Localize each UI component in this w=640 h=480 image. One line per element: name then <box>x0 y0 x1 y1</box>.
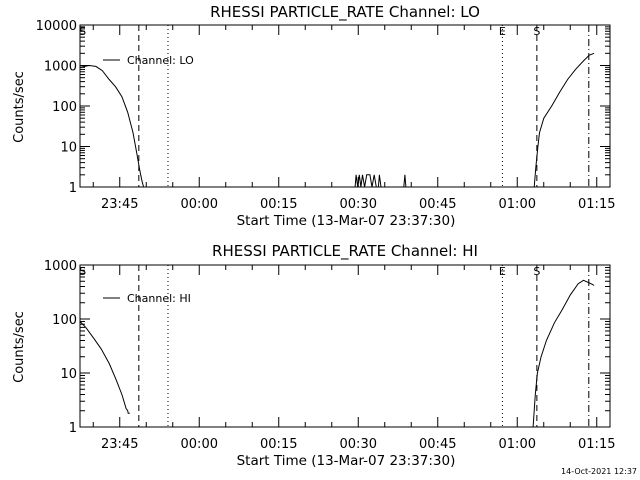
plot-frame-lo <box>79 24 611 188</box>
x-tick-label-lo-3: 00:30 <box>340 197 377 212</box>
y-tick-label-lo-4: 1 <box>69 181 77 196</box>
x-tick-label-lo-1: 00:00 <box>181 197 218 212</box>
series-line-lo-0-1 <box>354 174 382 188</box>
x-tick-label-hi-2: 00:15 <box>260 437 297 452</box>
x-tick-label-lo-2: 00:15 <box>260 197 297 212</box>
time-marker-label-lo-0: S <box>79 25 86 38</box>
x-tick-label-hi-4: 00:45 <box>419 437 456 452</box>
chart-panel-lo: RHESSI PARTICLE_RATE Channel: LO Counts/… <box>12 3 615 229</box>
x-tick-label-hi-0: 23:45 <box>101 437 138 452</box>
x-tick-label-hi-5: 01:00 <box>499 437 536 452</box>
time-marker-label-lo-3: E <box>499 25 506 38</box>
y-tick-label-lo-1: 1000 <box>44 60 77 75</box>
series-line-lo-0-0 <box>79 64 145 188</box>
y-tick-label-lo-2: 100 <box>52 100 77 115</box>
plot-frame-hi <box>79 264 611 428</box>
x-tick-label-hi-6: 01:15 <box>578 437 615 452</box>
x-ticks-lo: 23:45 00:00 00:15 00:30 00:45 01:00 01:15 <box>92 25 615 212</box>
y-ticks-lo: 10000 1000 100 10 1 <box>36 19 610 196</box>
x-ticks-hi: 23:45 00:00 00:15 00:30 00:45 01:00 01:15 <box>92 265 615 452</box>
x-tick-label-hi-1: 00:00 <box>181 437 218 452</box>
footer-timestamp: 14-Oct-2021 12:37 <box>561 467 637 476</box>
series-line-lo-0-3 <box>533 52 595 188</box>
series-lo <box>79 52 595 188</box>
y-tick-label-hi-0: 1000 <box>44 259 77 274</box>
chart-title-lo: RHESSI PARTICLE_RATE Channel: LO <box>210 3 480 22</box>
x-tick-label-lo-4: 00:45 <box>419 197 456 212</box>
series-hi <box>79 279 595 428</box>
y-tick-label-lo-3: 10 <box>60 141 77 156</box>
x-axis-label-hi: Start Time (13-Mar-07 23:37:30) <box>237 453 456 469</box>
series-line-hi-0-1 <box>532 279 595 428</box>
time-marker-label-hi-0: S <box>79 265 86 278</box>
legend-hi: Channel: HI <box>103 292 191 305</box>
x-tick-label-lo-0: 23:45 <box>101 197 138 212</box>
series-line-lo-0-2 <box>403 174 407 188</box>
time-marker-label-lo-4: S <box>533 25 540 38</box>
time-marker-label-hi-3: E <box>499 265 506 278</box>
x-tick-label-lo-6: 01:15 <box>578 197 615 212</box>
legend-label-hi: Channel: HI <box>127 292 191 305</box>
y-tick-label-hi-1: 100 <box>52 313 77 328</box>
legend-lo: Channel: LO <box>103 54 194 67</box>
y-ticks-hi: 1000 100 10 1 <box>44 259 610 436</box>
chart-panel-hi: RHESSI PARTICLE_RATE Channel: HI Counts/… <box>12 242 615 469</box>
x-axis-label-lo: Start Time (13-Mar-07 23:37:30) <box>237 213 456 229</box>
chart-title-hi: RHESSI PARTICLE_RATE Channel: HI <box>212 242 478 261</box>
y-axis-label-hi: Counts/sec <box>12 311 27 383</box>
legend-label-lo: Channel: LO <box>127 54 194 67</box>
y-tick-label-lo-0: 10000 <box>36 19 77 34</box>
series-line-hi-0-0 <box>79 321 130 414</box>
y-axis-label-lo: Counts/sec <box>12 71 27 143</box>
time-marker-label-hi-4: S <box>533 265 540 278</box>
y-tick-label-hi-2: 10 <box>60 367 77 382</box>
y-tick-label-hi-3: 1 <box>69 421 77 436</box>
x-tick-label-lo-5: 01:00 <box>499 197 536 212</box>
x-tick-label-hi-3: 00:30 <box>340 437 377 452</box>
